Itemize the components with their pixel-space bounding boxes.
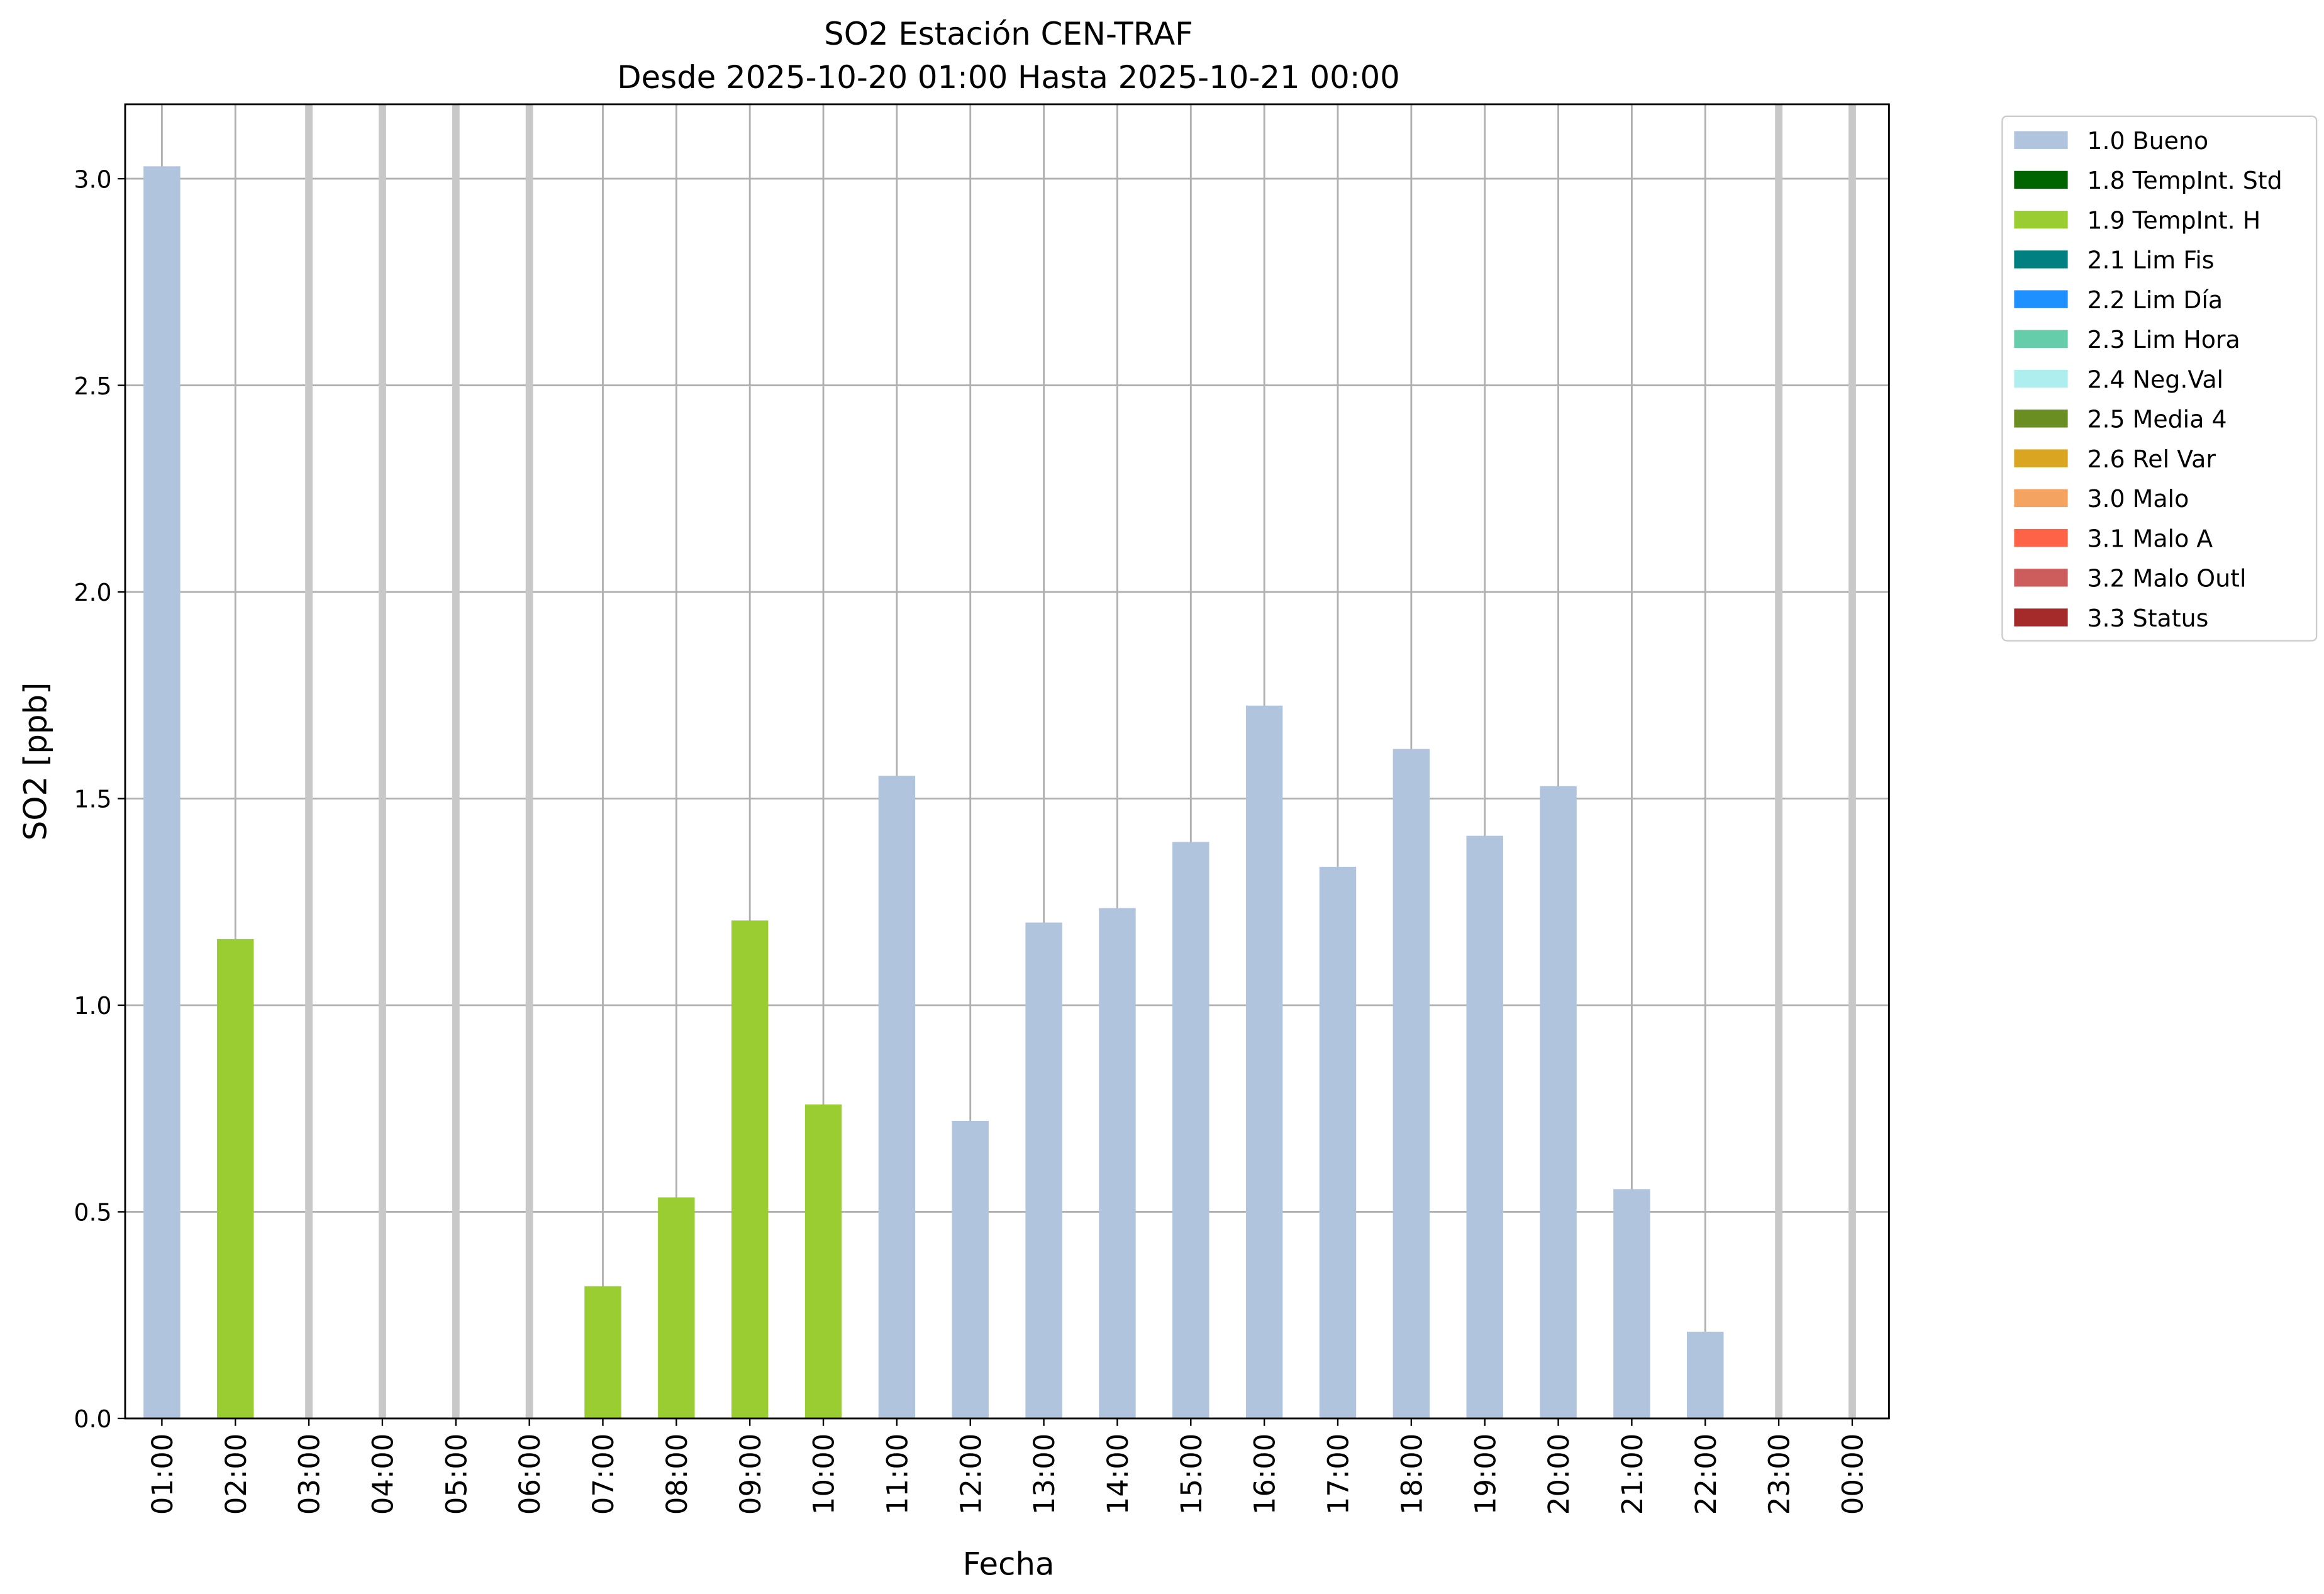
legend-label: 1.9 TempInt. H — [2087, 206, 2260, 234]
x-tick-label: 14:00 — [1101, 1434, 1135, 1515]
legend-label: 1.0 Bueno — [2087, 127, 2208, 155]
legend-label: 3.1 Malo A — [2087, 525, 2213, 552]
legend-label: 2.2 Lim Día — [2087, 286, 2223, 314]
bar — [1319, 866, 1357, 1418]
bar — [1245, 705, 1283, 1418]
x-tick-label: 00:00 — [1837, 1434, 1870, 1515]
legend-swatch — [2014, 449, 2068, 467]
legend-label: 2.4 Neg.Val — [2087, 365, 2223, 393]
bar — [658, 1197, 695, 1418]
x-tick-label: 03:00 — [293, 1434, 326, 1515]
bar — [878, 776, 916, 1418]
legend-swatch — [2014, 608, 2068, 627]
y-tick-label: 1.0 — [74, 992, 111, 1020]
legend-label: 3.2 Malo Outl — [2087, 565, 2246, 593]
legend-label: 3.3 Status — [2087, 605, 2208, 632]
legend-label: 2.5 Media 4 — [2087, 406, 2227, 433]
x-tick-label: 05:00 — [440, 1434, 473, 1515]
y-tick-label: 1.5 — [74, 786, 111, 813]
x-tick-label: 02:00 — [220, 1434, 253, 1515]
y-axis-label: SO2 [ppb] — [17, 683, 53, 841]
y-tick-label: 0.5 — [74, 1199, 111, 1227]
x-tick-label: 20:00 — [1542, 1434, 1576, 1515]
legend-swatch — [2014, 250, 2068, 269]
x-tick-label: 04:00 — [367, 1434, 400, 1515]
x-tick-label: 08:00 — [660, 1434, 694, 1515]
x-tick-label: 12:00 — [954, 1434, 987, 1515]
y-tick-label: 2.0 — [74, 579, 111, 606]
bar — [217, 939, 254, 1418]
x-tick-label: 23:00 — [1763, 1434, 1796, 1515]
x-tick-label: 09:00 — [734, 1434, 767, 1515]
chart-subtitle: Desde 2025-10-20 01:00 Hasta 2025-10-21 … — [617, 59, 1400, 96]
bar — [1172, 842, 1209, 1418]
bar — [1540, 786, 1577, 1418]
bar — [1687, 1331, 1724, 1418]
x-tick-label: 21:00 — [1616, 1434, 1649, 1515]
legend-box — [2001, 115, 2318, 642]
x-tick-label: 19:00 — [1469, 1434, 1502, 1515]
x-tick-label: 07:00 — [587, 1434, 620, 1515]
legend-swatch — [2014, 369, 2068, 388]
chart-title: SO2 Estación CEN-TRAF — [824, 16, 1193, 52]
legend-swatch — [2014, 290, 2068, 308]
legend-swatch — [2014, 410, 2068, 428]
legend-swatch — [2014, 210, 2068, 229]
y-tick-label: 3.0 — [74, 165, 111, 193]
x-tick-label: 01:00 — [146, 1434, 179, 1515]
bar — [1099, 908, 1136, 1418]
x-tick-label: 17:00 — [1322, 1434, 1355, 1515]
x-tick-label: 06:00 — [513, 1434, 547, 1515]
y-tick-label: 0.0 — [74, 1405, 111, 1433]
x-tick-label: 11:00 — [881, 1434, 914, 1515]
bar — [1613, 1189, 1650, 1418]
bar — [804, 1104, 842, 1418]
bar — [1393, 749, 1430, 1418]
bar — [143, 166, 181, 1418]
x-tick-label: 16:00 — [1248, 1434, 1282, 1515]
x-tick-label: 10:00 — [808, 1434, 841, 1515]
bar — [584, 1286, 621, 1418]
x-tick-label: 18:00 — [1395, 1434, 1428, 1515]
legend-swatch — [2014, 489, 2068, 508]
plot-frame — [124, 103, 1890, 1420]
legend-label: 1.8 TempInt. Std — [2087, 167, 2282, 194]
legend: 1.0 Bueno 1.8 TempInt. Std 1.9 TempInt. H 2… — [2001, 115, 2318, 642]
x-axis-label: Fecha — [963, 1546, 1055, 1583]
y-tick-label: 2.5 — [74, 372, 111, 400]
bar — [1025, 922, 1062, 1418]
legend-swatch — [2014, 170, 2068, 189]
bar — [731, 920, 769, 1418]
x-tick-label: 22:00 — [1689, 1434, 1723, 1515]
legend-label: 3.0 Malo — [2087, 485, 2189, 513]
x-tick-label: 13:00 — [1028, 1434, 1061, 1515]
legend-label: 2.6 Rel Var — [2087, 445, 2216, 473]
legend-swatch — [2014, 131, 2068, 149]
legend-swatch — [2014, 569, 2068, 587]
x-tick-label: 15:00 — [1175, 1434, 1208, 1515]
legend-label: 2.1 Lim Fis — [2087, 247, 2214, 274]
legend-label: 2.3 Lim Hora — [2087, 326, 2240, 354]
bar — [1466, 835, 1503, 1418]
bar — [952, 1120, 989, 1418]
legend-swatch — [2014, 528, 2068, 547]
legend-swatch — [2014, 330, 2068, 348]
